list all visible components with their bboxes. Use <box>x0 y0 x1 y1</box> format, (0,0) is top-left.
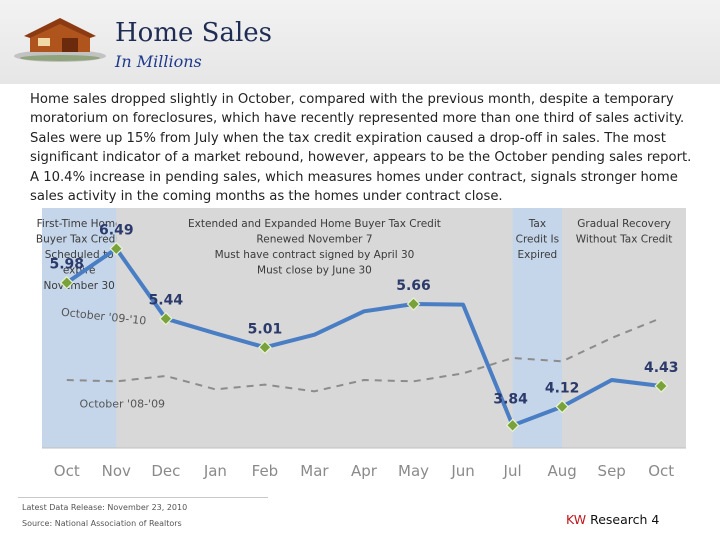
x-tick-label: Apr <box>351 462 378 480</box>
page-subtitle: In Millions <box>115 52 202 71</box>
data-label: 3.84 <box>493 391 528 407</box>
data-label: 5.44 <box>149 293 184 309</box>
footer-divider <box>18 497 268 498</box>
x-tick-label: Dec <box>151 462 180 480</box>
brand-suffix: Research 4 <box>586 512 660 527</box>
data-label: 5.01 <box>248 321 283 337</box>
house-logo-icon <box>14 18 106 62</box>
data-point-marker <box>555 399 570 414</box>
data-release-note: Latest Data Release: November 23, 2010 <box>22 503 188 512</box>
footer-notes: Latest Data Release: November 23, 2010 S… <box>22 500 187 532</box>
data-point-marker <box>59 275 74 290</box>
period-band <box>116 208 513 448</box>
period-annotation: Scheduled to <box>45 249 114 261</box>
x-tick-label: Jul <box>503 462 522 480</box>
data-point-marker <box>505 418 520 433</box>
data-point-marker <box>406 297 421 311</box>
period-annotation: Renewed November 7 <box>256 234 372 246</box>
x-tick-label: Oct <box>54 462 80 480</box>
period-annotation: Gradual Recovery <box>577 218 671 230</box>
brand-mark: KW <box>566 512 587 527</box>
home-sales-chart: First-Time Home Buyer Tax Credit Scheduled… <box>36 208 686 480</box>
data-point-marker <box>258 340 272 355</box>
period-annotation: Extended and Expanded Home Buyer Tax Cre… <box>188 218 441 230</box>
period-annotation: Without Tax Credit <box>576 234 673 246</box>
period-annotation: Credit Is <box>516 234 559 246</box>
data-label: 6.49 <box>99 223 134 239</box>
data-point-marker <box>158 311 173 326</box>
header-banner: Home Sales In Millions <box>0 0 720 84</box>
x-tick-label: Oct <box>648 462 674 480</box>
source-note: Source: National Association of Realtors <box>22 519 182 528</box>
summary-paragraph: Home sales dropped slightly in October, … <box>30 92 692 205</box>
footer-brand: KW Research 4 <box>566 512 659 527</box>
series-label-previous: October '08-'09 <box>80 397 166 410</box>
page-title: Home Sales <box>115 18 272 48</box>
period-annotation: Expired <box>518 249 558 261</box>
period-annotation: Buyer Tax Credit <box>36 234 122 246</box>
x-tick-label: Jan <box>203 462 227 480</box>
x-tick-label: Sep <box>598 462 626 480</box>
period-band <box>562 208 686 448</box>
period-annotation: November 30 <box>43 280 114 292</box>
data-label: 5.66 <box>396 278 431 294</box>
data-label: 4.12 <box>545 381 580 397</box>
period-annotation: Tax <box>528 218 546 230</box>
data-point-marker <box>654 379 669 393</box>
x-tick-label: May <box>398 462 429 480</box>
x-tick-label: Aug <box>548 462 577 480</box>
period-annotation: Must close by June 30 <box>257 265 372 277</box>
period-band <box>42 208 117 448</box>
x-tick-label: Nov <box>102 462 131 480</box>
data-label: 5.98 <box>49 257 84 273</box>
data-label: 4.43 <box>644 360 679 376</box>
x-tick-label: Jun <box>450 462 474 480</box>
series-line-previous <box>66 317 662 393</box>
data-point-marker <box>109 241 124 256</box>
period-annotation: Must have contract signed by April 30 <box>215 249 415 261</box>
x-tick-label: Feb <box>252 462 279 480</box>
x-tick-label: Mar <box>300 462 329 480</box>
period-annotation: First-Time Home <box>37 218 122 230</box>
